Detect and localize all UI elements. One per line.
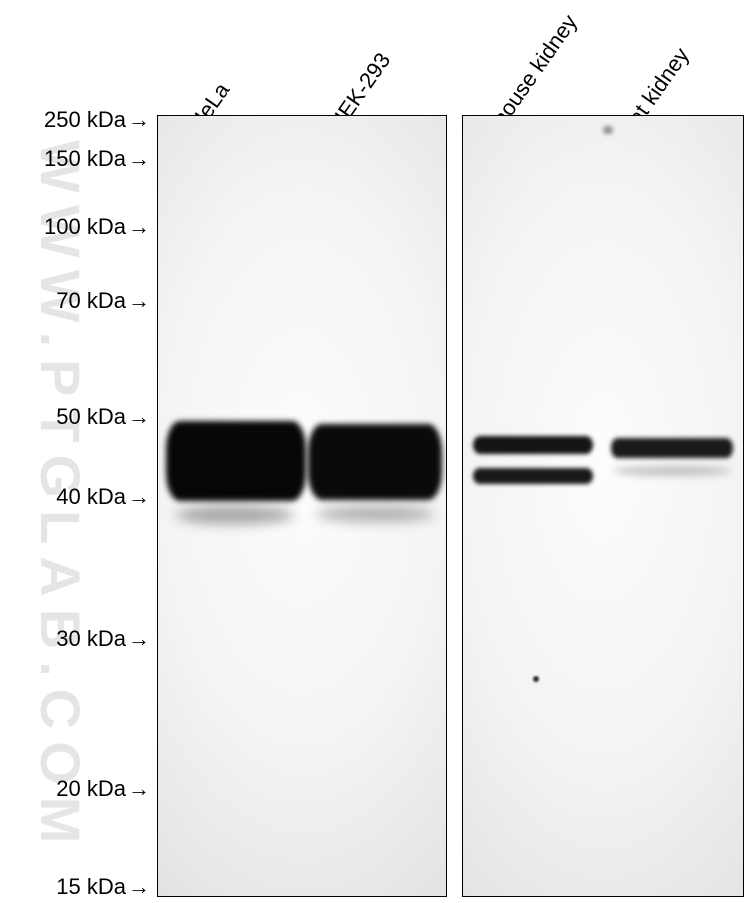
hek293-smear bbox=[316, 506, 434, 522]
blot-panel-left bbox=[157, 115, 447, 897]
arrow-icon: → bbox=[128, 214, 150, 240]
ladder-15: 15 kDa → bbox=[56, 874, 150, 900]
hela-smear bbox=[176, 506, 294, 524]
ladder-250: 250 kDa → bbox=[44, 107, 150, 133]
mouse-upper-band bbox=[473, 436, 593, 454]
blot-container: WWW.PTGLAB.COM 250 kDa → 150 kDa → 100 k… bbox=[0, 0, 750, 903]
ladder-label: 30 kDa bbox=[56, 626, 126, 652]
rat-band bbox=[611, 438, 733, 458]
mouse-lower-band bbox=[473, 468, 593, 484]
ladder-150: 150 kDa → bbox=[44, 146, 150, 172]
ladder-label: 150 kDa bbox=[44, 146, 126, 172]
arrow-icon: → bbox=[128, 404, 150, 430]
speck-2 bbox=[603, 126, 613, 134]
hek293-band bbox=[308, 424, 442, 500]
panel-background bbox=[463, 116, 743, 896]
ladder-20: 20 kDa → bbox=[56, 776, 150, 802]
arrow-icon: → bbox=[128, 776, 150, 802]
ladder-label: 100 kDa bbox=[44, 214, 126, 240]
ladder-100: 100 kDa → bbox=[44, 214, 150, 240]
blot-panel-right bbox=[462, 115, 744, 897]
ladder-30: 30 kDa → bbox=[56, 626, 150, 652]
arrow-icon: → bbox=[128, 626, 150, 652]
hela-band bbox=[166, 421, 306, 501]
ladder-label: 40 kDa bbox=[56, 484, 126, 510]
ladder-label: 50 kDa bbox=[56, 404, 126, 430]
arrow-icon: → bbox=[128, 484, 150, 510]
arrow-icon: → bbox=[128, 288, 150, 314]
arrow-icon: → bbox=[128, 146, 150, 172]
ladder-70: 70 kDa → bbox=[56, 288, 150, 314]
ladder-label: 70 kDa bbox=[56, 288, 126, 314]
ladder-50: 50 kDa → bbox=[56, 404, 150, 430]
ladder-label: 20 kDa bbox=[56, 776, 126, 802]
rat-faint bbox=[613, 466, 731, 476]
speck-1 bbox=[533, 676, 539, 682]
arrow-icon: → bbox=[128, 874, 150, 900]
ladder-label: 250 kDa bbox=[44, 107, 126, 133]
arrow-icon: → bbox=[128, 107, 150, 133]
ladder-label: 15 kDa bbox=[56, 874, 126, 900]
ladder-40: 40 kDa → bbox=[56, 484, 150, 510]
